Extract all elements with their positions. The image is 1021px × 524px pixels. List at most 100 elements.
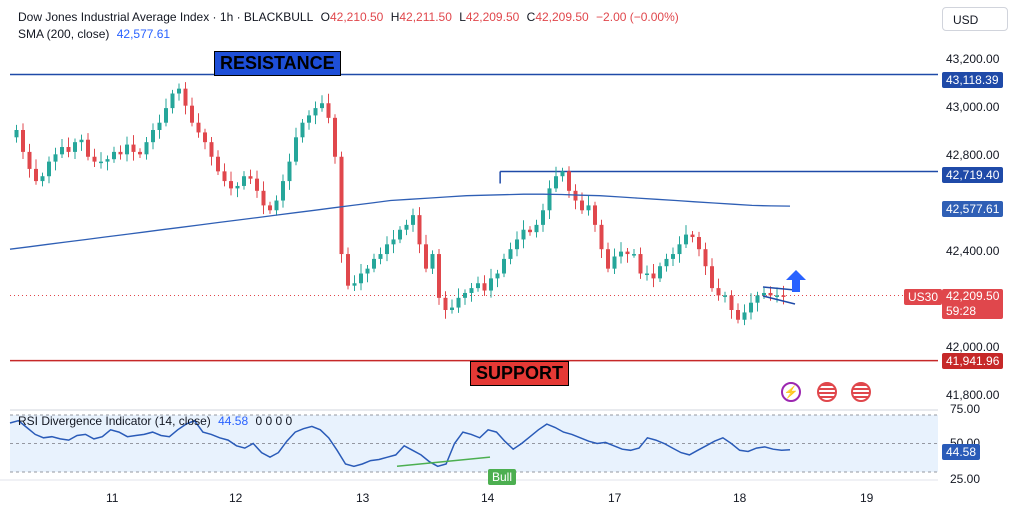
candle-body — [326, 103, 331, 118]
candle-body — [261, 190, 266, 206]
candle-body — [170, 93, 175, 109]
candle-body — [151, 130, 155, 143]
candle-body — [164, 108, 168, 123]
bull-divergence-label: Bull — [488, 469, 517, 485]
candle-body — [697, 237, 701, 250]
candle-body — [430, 254, 435, 269]
rsi-line — [9, 419, 791, 468]
open-value: 42,210.50 — [329, 10, 384, 24]
candle-body — [580, 200, 584, 211]
candle-body — [450, 307, 454, 310]
candle-body — [47, 161, 51, 177]
candle-body — [482, 283, 487, 291]
candle-body — [125, 144, 129, 155]
high-value: 42,211.50 — [399, 10, 452, 24]
candle-body — [79, 139, 84, 143]
candle-body — [86, 139, 90, 157]
candle-body — [157, 122, 162, 130]
resistance-label: RESISTANCE — [214, 51, 341, 76]
x-tick: 19 — [860, 491, 874, 505]
sma-line — [9, 193, 791, 250]
currency-button[interactable]: USD — [942, 7, 1008, 31]
up-arrow-icon — [786, 270, 806, 292]
sma-label: SMA (200, close) — [18, 27, 110, 41]
sma-price-badge: 42,577.61 — [942, 201, 1004, 217]
candle-body — [541, 210, 545, 225]
candle-body — [736, 310, 740, 320]
x-tick: 12 — [229, 491, 243, 505]
sma-legend[interactable]: SMA (200, close) 42,577.61 — [18, 27, 174, 41]
candle-body — [92, 156, 97, 162]
low-value: 42,209.50 — [465, 10, 520, 24]
candle-body — [391, 239, 396, 245]
candle-body — [281, 181, 285, 201]
rsi-legend[interactable]: RSI Divergence Indicator (14, close) 44.… — [18, 414, 296, 428]
candle-body — [528, 229, 532, 233]
candle-body — [716, 288, 721, 296]
sma-value: 42,577.61 — [116, 27, 171, 41]
candle-body — [66, 147, 71, 152]
candle-body — [658, 266, 662, 279]
candle-body — [625, 251, 630, 255]
symbol-header: Dow Jones Industrial Average Index · 1h … — [18, 10, 679, 24]
candle-body — [203, 132, 207, 143]
candle-body — [573, 190, 578, 201]
candle-body — [768, 292, 773, 296]
candle-body — [372, 258, 376, 269]
candle-body — [144, 142, 149, 155]
last-price: 42,209.50 — [946, 289, 1000, 303]
candle-body — [749, 302, 753, 313]
y-tick: 43,200.00 — [946, 52, 1000, 66]
candle-body — [463, 292, 467, 298]
candle-body — [40, 176, 45, 182]
candle-body — [248, 176, 253, 179]
candle-body — [313, 108, 318, 116]
us-flag-icon[interactable] — [851, 382, 871, 402]
candle-body — [781, 295, 786, 297]
candle-body — [138, 151, 142, 155]
candle-body — [14, 130, 19, 138]
candle-body — [99, 161, 103, 164]
candle-body — [612, 256, 617, 269]
candle-body — [632, 254, 636, 256]
candle-body — [742, 312, 747, 320]
candle-body — [255, 178, 259, 191]
y-tick: 42,800.00 — [946, 148, 1000, 162]
candle-body — [521, 229, 526, 240]
candle-body — [729, 295, 734, 310]
candle-body — [443, 297, 448, 310]
candle-body — [229, 181, 233, 189]
candle-body — [242, 176, 246, 186]
candle-body — [710, 266, 714, 289]
bar-countdown: 59:28 — [946, 304, 977, 318]
x-tick: 18 — [733, 491, 747, 505]
candle-body — [346, 254, 350, 286]
candle-body — [684, 234, 688, 245]
support-label: SUPPORT — [470, 361, 570, 386]
candle-body — [268, 205, 272, 211]
flag-upper-line — [762, 286, 796, 291]
candle-body — [508, 249, 513, 259]
candle-body — [216, 156, 220, 172]
candle-body — [112, 151, 116, 160]
lightning-icon[interactable]: ⚡ — [781, 382, 801, 402]
candle-body — [60, 147, 64, 155]
candle-body — [619, 251, 623, 257]
x-tick: 13 — [356, 491, 370, 505]
candle-body — [651, 273, 656, 279]
rsi-value: 44.58 — [218, 414, 249, 428]
candle-body — [339, 156, 344, 255]
symbol-title[interactable]: Dow Jones Industrial Average Index · 1h … — [18, 10, 314, 24]
candle-body — [456, 297, 461, 308]
candle-body — [320, 103, 324, 109]
candle-body — [775, 295, 779, 297]
y-tick: 42,400.00 — [946, 244, 1000, 258]
candle-body — [352, 283, 357, 286]
candle-body — [21, 130, 25, 152]
us-flag-icon[interactable] — [817, 382, 837, 402]
resistance-price-badge: 43,118.39 — [942, 72, 1003, 88]
candle-body — [196, 122, 201, 133]
candle-body — [177, 88, 181, 94]
